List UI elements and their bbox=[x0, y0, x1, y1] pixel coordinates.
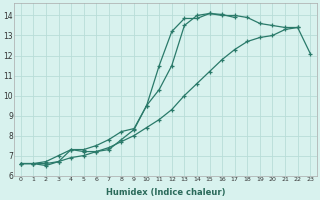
X-axis label: Humidex (Indice chaleur): Humidex (Indice chaleur) bbox=[106, 188, 225, 197]
